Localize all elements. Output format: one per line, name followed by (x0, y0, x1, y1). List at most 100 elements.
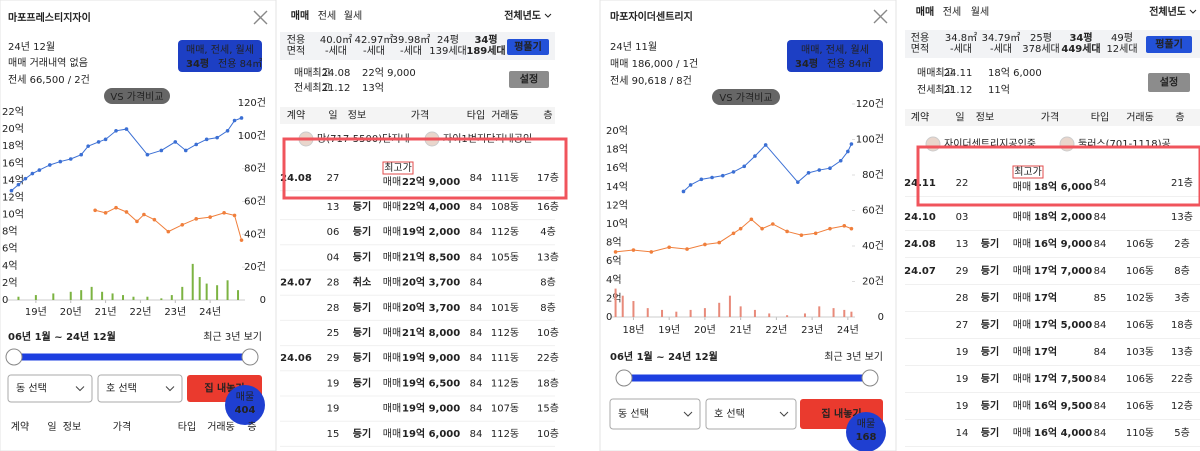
y2-tick-label: 0 (260, 295, 266, 306)
type-size-button[interactable] (787, 40, 883, 72)
row-price: 19억 2,000 (402, 226, 460, 238)
price-dot (796, 180, 800, 184)
select-box[interactable] (705, 398, 797, 430)
row-type: 84 (1094, 178, 1107, 189)
y-tick-label: 4억 (2, 260, 18, 272)
row-price: 19억 9,000 (402, 352, 460, 364)
y2-tick-label: 100건 (238, 130, 266, 142)
chevron[interactable] (544, 13, 552, 18)
settings-button[interactable] (1148, 73, 1190, 92)
price-dot (785, 229, 789, 234)
select-box[interactable] (97, 374, 183, 403)
list-header: 계약 (911, 112, 929, 124)
area-button[interactable] (507, 39, 549, 55)
price-dot (58, 159, 63, 164)
price-dot (685, 247, 689, 251)
price-dot (849, 142, 854, 146)
close-icon[interactable] (873, 9, 888, 24)
row-type: 84 (470, 303, 483, 314)
row-type: 84 (1094, 320, 1107, 331)
highest-date: 21.12 (322, 83, 351, 94)
price-dot (194, 217, 199, 221)
highest-label: 전세최고 (917, 84, 954, 96)
price-dot (239, 238, 244, 242)
slider-knob[interactable] (5, 348, 23, 366)
slider-knob[interactable] (861, 369, 879, 387)
area-button[interactable] (1146, 36, 1192, 53)
recent-link: 최근 3년 보기 (203, 331, 262, 343)
list-header-bar (280, 107, 555, 124)
price-dot (9, 188, 14, 193)
close-icon[interactable] (253, 10, 268, 25)
type-size-button[interactable] (178, 40, 262, 72)
row-day: 03 (956, 212, 969, 223)
row-kind: 매매 (383, 201, 401, 213)
price-dot (166, 229, 171, 234)
list-header: 일 (328, 110, 337, 122)
select-label: 동 선택 (618, 408, 649, 420)
row-dong: 112동 (491, 377, 519, 389)
row-kind: 매매 (383, 403, 401, 415)
y-tick-label: 18억 (606, 144, 628, 156)
area-label: 면적 (911, 43, 929, 55)
price-dot (681, 189, 686, 194)
volume-bar (850, 311, 853, 317)
compare-button[interactable] (712, 89, 780, 105)
volume-bar (646, 308, 649, 317)
settings-button[interactable] (509, 71, 549, 88)
list-header: 거래동 (1126, 112, 1154, 124)
price-dot (771, 222, 775, 226)
area-button-label: 평풀기 (1155, 38, 1183, 51)
volume-bar (146, 296, 149, 300)
row-info: 등기 (353, 427, 371, 440)
price-dot (173, 140, 178, 144)
select-box[interactable] (609, 398, 701, 430)
y-tick-label: 22억 (2, 106, 24, 118)
row-info: 등기 (353, 326, 371, 339)
row-dong: 106동 (1126, 265, 1154, 277)
slider-knob[interactable] (241, 348, 259, 366)
price-dot (96, 140, 101, 144)
list-header-bar (905, 109, 1200, 126)
listing-badge[interactable] (846, 412, 886, 451)
area-households: -세대 (363, 45, 385, 57)
list-header: 일 (47, 421, 56, 433)
volume-bar (122, 295, 125, 300)
row-price: 19억 6,500 (402, 377, 460, 389)
jeonse-summary: 전세 66,500 / 2건 (8, 74, 90, 86)
row-type: 84 (470, 173, 483, 184)
row-day: 29 (956, 266, 969, 277)
volume-bar (132, 296, 135, 300)
row-info: 등기 (981, 318, 999, 331)
highest-label: 매매최고 (294, 67, 331, 79)
y-tick-label: 6억 (2, 243, 18, 255)
row-kind: 매매 (383, 428, 401, 440)
period: 06년 1월 ~ 24년 12월 (8, 330, 116, 343)
price-dot (23, 176, 28, 181)
select-box[interactable] (7, 374, 93, 403)
row-kind: 매매 (383, 302, 401, 314)
row-type: 84 (470, 378, 483, 389)
listing-badge[interactable] (225, 385, 265, 425)
row-dong: 103동 (1126, 346, 1154, 358)
volume-bar (237, 290, 240, 300)
highest-label: 전세최고 (294, 82, 331, 94)
price-dot (649, 250, 654, 254)
row-kind: 매매 (1013, 400, 1031, 412)
area-label: 전용 (287, 34, 305, 46)
jeonse-summary: 전세 90,618 / 8건 (610, 75, 692, 87)
row-month: 24.07 (904, 266, 936, 277)
list-header: 가격 (1041, 111, 1059, 124)
compare-button[interactable] (104, 88, 170, 104)
price-dot (720, 173, 725, 178)
y2-tick-label: 80건 (862, 169, 884, 181)
row-day: 28 (956, 293, 969, 304)
size: 34평 (186, 57, 209, 70)
area-households: 449세대 (1061, 42, 1100, 55)
listing-count: 168 (856, 432, 877, 443)
slider-knob[interactable] (615, 369, 633, 387)
chevron[interactable] (1189, 9, 1197, 14)
row-month: 24.10 (904, 212, 936, 223)
price-dot (239, 116, 244, 120)
